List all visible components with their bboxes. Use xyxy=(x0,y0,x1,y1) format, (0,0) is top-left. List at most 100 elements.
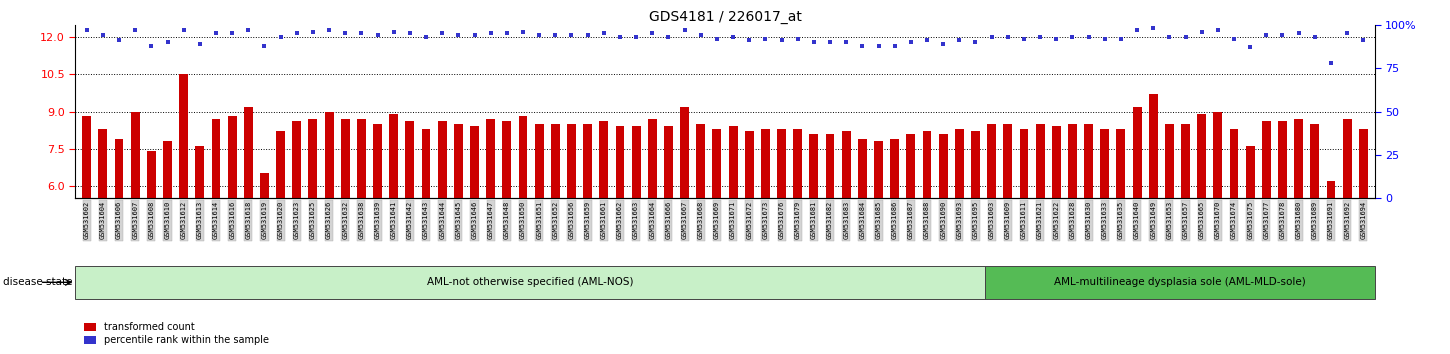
Bar xyxy=(1035,124,1044,198)
Text: GSM531690: GSM531690 xyxy=(940,201,947,240)
Text: GSM531662: GSM531662 xyxy=(616,201,624,240)
Text: GSM531648: GSM531648 xyxy=(503,201,510,240)
Point xyxy=(818,39,841,45)
Bar xyxy=(729,126,738,198)
Point xyxy=(286,30,309,36)
Text: GSM531638: GSM531638 xyxy=(358,201,364,240)
Text: GSM531649: GSM531649 xyxy=(1150,201,1156,240)
Text: GSM531680: GSM531680 xyxy=(1296,201,1302,240)
Bar xyxy=(1295,119,1304,198)
Bar xyxy=(1148,94,1157,198)
Point xyxy=(1254,32,1277,38)
Bar xyxy=(842,131,851,198)
Text: GSM531686: GSM531686 xyxy=(892,201,898,240)
Point xyxy=(560,32,583,38)
Text: GSM531611: GSM531611 xyxy=(1021,201,1027,240)
Text: GSM531635: GSM531635 xyxy=(1118,201,1124,240)
Text: GSM531688: GSM531688 xyxy=(924,201,929,240)
Point xyxy=(1044,36,1067,41)
Bar xyxy=(1019,129,1028,198)
Bar xyxy=(1311,124,1320,198)
Point xyxy=(802,39,825,45)
Bar xyxy=(583,124,592,198)
Point xyxy=(1028,34,1051,40)
Text: GSM531694: GSM531694 xyxy=(1360,201,1366,240)
Point xyxy=(318,27,341,33)
Text: GSM531633: GSM531633 xyxy=(1102,201,1108,240)
Bar xyxy=(115,139,123,198)
Point xyxy=(383,29,406,35)
Bar xyxy=(1246,146,1254,198)
Bar xyxy=(75,266,985,299)
Bar xyxy=(228,116,236,198)
Bar xyxy=(519,116,528,198)
Text: GSM531667: GSM531667 xyxy=(682,201,687,240)
Bar xyxy=(906,134,915,198)
Bar xyxy=(664,126,673,198)
Text: GSM531614: GSM531614 xyxy=(213,201,219,240)
Point xyxy=(139,43,162,48)
Text: GSM531683: GSM531683 xyxy=(844,201,850,240)
Point xyxy=(883,43,906,48)
Text: GSM531672: GSM531672 xyxy=(747,201,753,240)
Bar xyxy=(180,74,189,198)
Bar xyxy=(212,119,220,198)
Text: GSM531674: GSM531674 xyxy=(1231,201,1237,240)
Bar xyxy=(1343,119,1351,198)
Bar xyxy=(809,134,818,198)
Text: GSM531641: GSM531641 xyxy=(390,201,397,240)
Text: GSM531676: GSM531676 xyxy=(779,201,784,240)
Title: GDS4181 / 226017_at: GDS4181 / 226017_at xyxy=(648,10,802,24)
Bar xyxy=(470,126,478,198)
Point xyxy=(365,32,389,38)
Point xyxy=(270,34,293,40)
Text: GSM531681: GSM531681 xyxy=(811,201,816,240)
Text: GSM531639: GSM531639 xyxy=(374,201,380,240)
Text: GSM531659: GSM531659 xyxy=(584,201,590,240)
Bar xyxy=(761,129,770,198)
Bar xyxy=(260,173,268,198)
Bar xyxy=(162,141,173,198)
Bar xyxy=(1359,129,1367,198)
Point xyxy=(867,43,890,48)
Bar xyxy=(1069,124,1077,198)
Text: GSM531663: GSM531663 xyxy=(634,201,639,240)
Bar xyxy=(599,121,608,198)
Point xyxy=(252,43,276,48)
Text: GSM531675: GSM531675 xyxy=(1247,201,1253,240)
Text: GSM531620: GSM531620 xyxy=(277,201,284,240)
Bar xyxy=(99,129,107,198)
Point xyxy=(1061,34,1085,40)
Text: GSM531693: GSM531693 xyxy=(957,201,963,240)
Point xyxy=(1206,27,1230,33)
Point xyxy=(641,30,664,36)
Point xyxy=(204,30,228,36)
Bar xyxy=(1003,124,1012,198)
Point xyxy=(123,27,146,33)
Bar xyxy=(1214,112,1222,198)
Point xyxy=(1335,30,1359,36)
Point xyxy=(609,34,632,40)
Bar xyxy=(454,124,463,198)
Point xyxy=(738,38,761,43)
Point xyxy=(236,27,260,33)
Point xyxy=(964,39,987,45)
Point xyxy=(1238,45,1262,50)
Bar xyxy=(567,124,576,198)
Text: GSM531618: GSM531618 xyxy=(245,201,251,240)
Point xyxy=(996,34,1019,40)
Bar xyxy=(309,119,318,198)
Bar xyxy=(551,124,560,198)
Bar xyxy=(712,129,721,198)
Point xyxy=(75,27,99,33)
Bar xyxy=(1132,107,1141,198)
Text: AML-multilineage dysplasia sole (AML-MLD-sole): AML-multilineage dysplasia sole (AML-MLD… xyxy=(1054,277,1305,287)
Point xyxy=(1288,30,1311,36)
Text: GSM531645: GSM531645 xyxy=(455,201,461,240)
Bar xyxy=(1277,121,1288,198)
Text: GSM531692: GSM531692 xyxy=(1344,201,1350,240)
Bar xyxy=(890,139,899,198)
Text: GSM531612: GSM531612 xyxy=(181,201,187,240)
Point xyxy=(592,30,615,36)
Bar xyxy=(745,131,754,198)
